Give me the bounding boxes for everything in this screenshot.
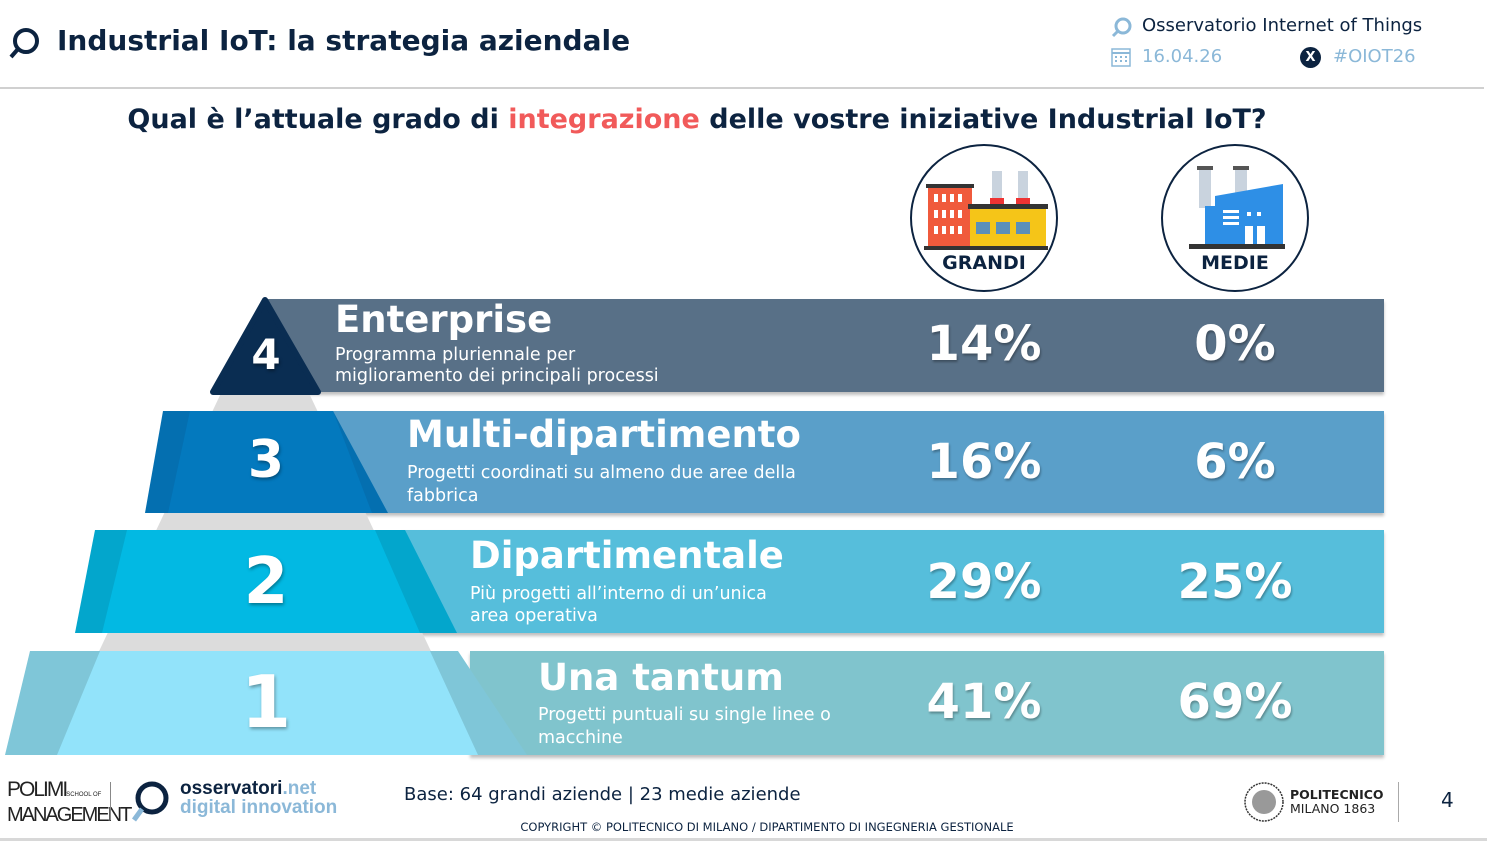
politecnico-seal-icon [1244, 782, 1284, 822]
calendar-icon [1111, 48, 1131, 67]
level-3-number: 3 [247, 430, 285, 490]
date: 16.04.26 [1142, 46, 1223, 67]
copyright: COPYRIGHT © POLITECNICO DI MILANO / DIPA… [520, 820, 1014, 834]
pyramid-graphic [5, 297, 527, 755]
x-social-icon[interactable]: X [1300, 47, 1321, 68]
osservatori-net: .net [282, 778, 317, 799]
politecnico-logo: POLITECNICO MILANO 1863 [1290, 788, 1384, 816]
observatory-name: Osservatorio Internet of Things [1142, 15, 1423, 36]
question-title: Qual è l’attuale grado di integrazione d… [0, 104, 1394, 135]
polimi-management: MANAGEMENT [7, 804, 132, 826]
level-1-number: 1 [240, 660, 292, 744]
level-1-desc: Progetti puntuali su single linee o macc… [538, 705, 831, 748]
polimi-school: SCHOOL OF [66, 792, 102, 798]
level-3-title: Multi-dipartimento [407, 413, 801, 456]
level-4-medie-value: 0% [1194, 316, 1276, 372]
level-4-number: 4 [251, 330, 281, 379]
level-3-medie-value: 6% [1194, 434, 1276, 490]
large-factory-icon [924, 171, 1048, 250]
question-highlight: integrazione [508, 104, 700, 135]
level-3-grandi-value: 16% [926, 434, 1042, 490]
level-2-number: 2 [243, 545, 289, 619]
page-title: Industrial IoT: la strategia aziendale [57, 24, 631, 57]
page-number: 4 [1441, 788, 1454, 812]
level-3-row [330, 411, 1384, 513]
level-4-desc: Programma pluriennale per miglioramento … [335, 345, 659, 386]
osservatori-text: osservatori [180, 778, 283, 799]
level-4-row [265, 299, 1384, 392]
medie-label: MEDIE [1201, 252, 1269, 274]
question-text: Qual è l’attuale grado di [127, 104, 509, 135]
level-1-title: Una tantum [538, 656, 784, 699]
medium-factory-icon [1189, 166, 1285, 249]
footer-divider [110, 782, 111, 820]
pyramid-background [50, 300, 480, 755]
observatory-icon [1111, 17, 1132, 38]
level-2-desc: Più progetti all’interno di un’unica are… [470, 584, 767, 626]
footer-divider-right [1398, 782, 1399, 822]
level-2-medie-value: 25% [1177, 554, 1293, 610]
question-text-end: delle vostre iniziative Industrial IoT? [699, 104, 1267, 135]
grandi-column-header: GRANDI [910, 144, 1058, 292]
osservatori-logo: osservatori.net digital innovation [180, 779, 337, 817]
grandi-label: GRANDI [942, 252, 1026, 274]
level-2-grandi-value: 29% [926, 554, 1042, 610]
level-2-title: Dipartimentale [470, 534, 784, 577]
politecnico-name: POLITECNICO [1290, 787, 1384, 802]
medie-column-header: MEDIE [1161, 144, 1309, 292]
header-divider [0, 87, 1484, 89]
base-note: Base: 64 grandi aziende | 23 medie azien… [404, 784, 801, 805]
footer-line [0, 838, 1487, 841]
level-4-shape [210, 297, 321, 395]
polimi-text: POLIMI [7, 778, 68, 801]
polimi-logo: POLIMISCHOOL OF MANAGEMENT [7, 778, 132, 827]
hashtag: #OIOT26 [1333, 46, 1416, 67]
level-1-grandi-value: 41% [926, 674, 1042, 730]
politecnico-year: MILANO 1863 [1290, 801, 1376, 816]
level-4-title: Enterprise [335, 298, 553, 341]
osservatori-tagline: digital innovation [180, 797, 338, 818]
level-1-medie-value: 69% [1177, 674, 1293, 730]
level-3-desc: Progetti coordinati su almeno due aree d… [407, 463, 796, 506]
level-1-row [470, 651, 1384, 755]
level-2-row [400, 530, 1384, 633]
search-logo-icon [9, 28, 39, 59]
osservatori-logo-icon [131, 781, 169, 822]
level-4-grandi-value: 14% [926, 316, 1042, 372]
